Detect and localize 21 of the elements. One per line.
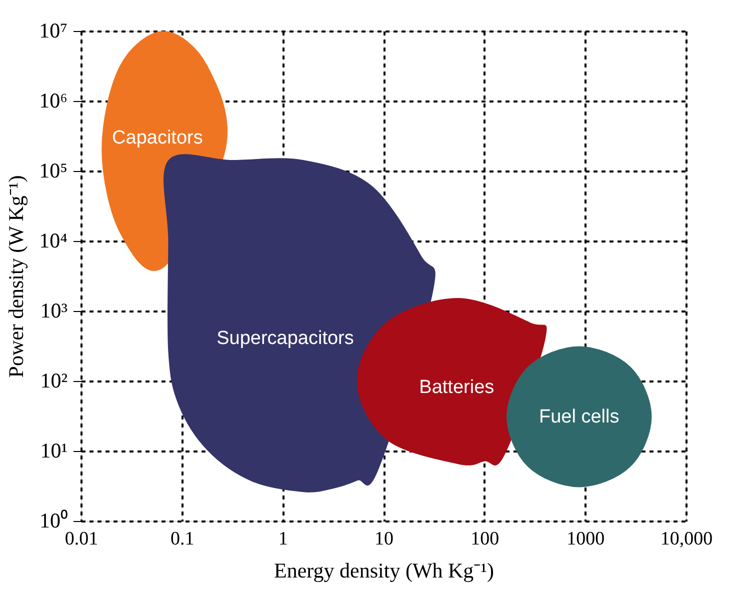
x-tick-label: 0.1 [170,528,194,550]
y-tick-label: 10² [40,368,68,392]
y-tick-label: 10¹ [40,438,68,462]
series-label: Supercapacitors [216,328,354,350]
x-tick-label: 0.01 [64,528,98,550]
y-tick-label: 10³ [40,298,68,322]
y-tick-label: 10⁵ [39,158,68,182]
x-tick-label: 1 [278,528,288,550]
x-tick-label: 100 [470,528,500,550]
y-tick-label: 10⁰ [40,508,68,532]
y-tick-label: 10⁶ [39,88,68,112]
x-tick-label: 10 [374,528,394,550]
x-tick-label: 1000 [566,528,605,550]
y-tick-label: 10⁷ [39,18,68,42]
y-tick-label: 10⁴ [39,228,68,252]
series-label: Fuel cells [539,406,620,428]
y-axis-title: Power density (W Kg⁻¹) [4,175,28,378]
x-tick-label: 10,000 [660,528,713,550]
series-label: Capacitors [112,127,203,148]
x-axis-title: Energy density (Wh Kg⁻¹) [274,558,494,582]
series-label: Batteries [419,376,494,398]
